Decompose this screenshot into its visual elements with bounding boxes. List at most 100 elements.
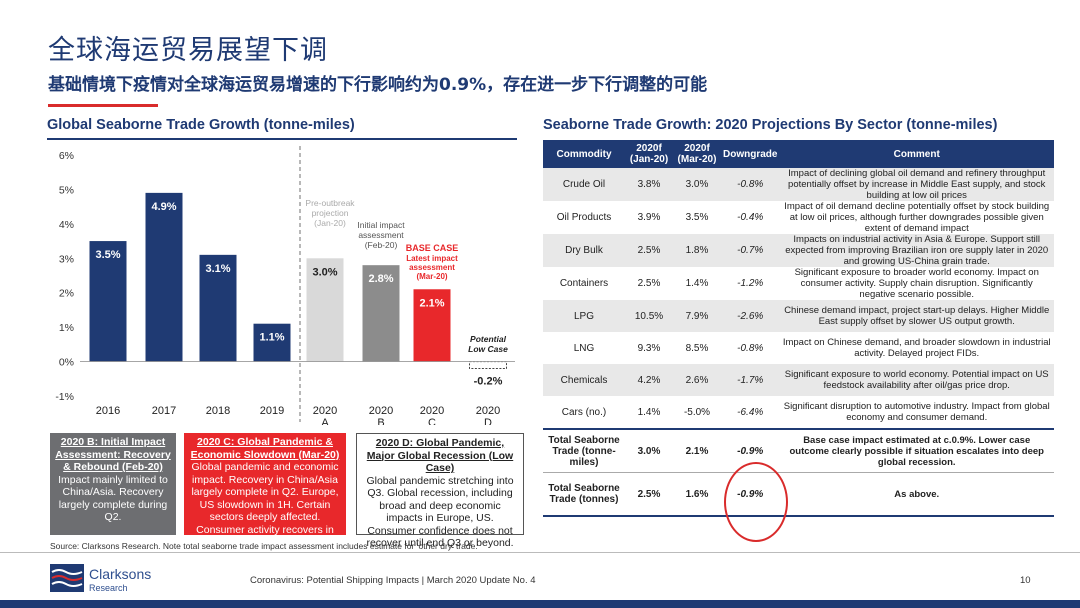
- note-body: Global pandemic and economic impact. Rec…: [191, 461, 339, 548]
- annotation-base-case: assessment: [409, 263, 455, 272]
- commodity-cell: Oil Products: [556, 212, 612, 223]
- note-heading: 2020 B: Initial Impact Assessment: Recov…: [55, 436, 171, 473]
- note-2020b: 2020 B: Initial Impact Assessment: Recov…: [50, 433, 176, 535]
- mar-cell: 1.4%: [685, 278, 709, 289]
- x-tick-label: 2017: [152, 405, 176, 417]
- annotation-pre-outbreak: (Jan-20): [314, 218, 346, 228]
- mar-cell: 1.6%: [673, 472, 721, 517]
- mar-cell: 3.5%: [685, 212, 709, 223]
- x-tick-label: 2018: [206, 405, 230, 417]
- jan-cell: 1.4%: [637, 406, 661, 418]
- comment-cell: Chinese demand impact, project start-up …: [779, 300, 1054, 332]
- mar-cell: 3.0%: [673, 168, 721, 201]
- table-body: Crude Oil 3.8% 3.0% -0.8% Impact of declinin…: [543, 168, 1054, 517]
- data-label: -0.2%: [474, 375, 503, 387]
- source-note: Source: Clarksons Research. Note total s…: [50, 541, 478, 551]
- y-tick-label: 3%: [59, 253, 74, 265]
- mar-cell: 2.1%: [673, 428, 721, 473]
- bar: [469, 361, 507, 369]
- commodity-cell: Chemicals: [543, 364, 625, 396]
- page-number: 10: [1020, 575, 1031, 586]
- data-label: 3.5%: [95, 249, 120, 261]
- table-header-row: Commodity 2020f (Jan-20) 2020f (Mar-20) …: [543, 140, 1054, 168]
- clarksons-logo-icon: [50, 564, 84, 592]
- annotation-initial: Initial impact: [357, 220, 405, 230]
- col-downgrade: Downgrade: [721, 140, 780, 168]
- commodity-cell: LPG: [543, 300, 625, 332]
- jan-cell: 3.9%: [637, 212, 661, 223]
- total-row: Total Seaborne Trade (tonnes) 2.5% 1.6% -0.…: [543, 472, 1054, 517]
- annotation-low-case: Potential: [470, 334, 507, 344]
- highlight-circle: [724, 462, 788, 542]
- page-subtitle: 基础情境下疫情对全球海运贸易增速的下行影响约为0.9%，存在进一步下行调整的可能: [48, 75, 708, 95]
- x-tick-label: 2020: [476, 405, 500, 417]
- comment-cell: Significant exposure to broader world ec…: [794, 267, 1039, 300]
- data-label: 3.1%: [205, 263, 230, 275]
- table-row: Cars (no.) 1.4% -5.0% -6.4% Significant disr…: [543, 396, 1054, 429]
- comment-cell: Impact of declining global oil demand an…: [779, 168, 1054, 201]
- comment-cell: Impact on Chinese demand, and broader sl…: [782, 337, 1051, 359]
- jan-cell: 3.0%: [625, 428, 673, 473]
- y-tick-label: 6%: [59, 150, 74, 162]
- jan-cell: 3.8%: [625, 168, 673, 201]
- table-row: Oil Products 3.9% 3.5% -0.4% Impact of oil d…: [543, 201, 1054, 234]
- downgrade-cell: -6.4%: [737, 406, 764, 418]
- annotation-initial: (Feb-20): [365, 240, 398, 250]
- commodity-cell: LNG: [573, 342, 595, 354]
- x-tick-label: 2020: [313, 405, 337, 417]
- mar-cell: 8.5%: [685, 342, 709, 354]
- x-tick-label: C: [428, 417, 436, 425]
- note-body: Global pandemic stretching into Q3. Glob…: [366, 474, 514, 550]
- footer-text: Coronavirus: Potential Shipping Impacts …: [250, 575, 536, 586]
- commodity-cell: Crude Oil: [543, 168, 625, 201]
- bar: [145, 192, 183, 362]
- comment-cell: Impacts on industrial activity in Asia &…: [779, 234, 1054, 267]
- x-tick-label: B: [377, 417, 384, 425]
- jan-cell: 2.5%: [625, 234, 673, 267]
- note-2020c: 2020 C: Global Pandemic & Economic Slowd…: [184, 433, 346, 548]
- annotation-low-case: Low Case: [468, 344, 508, 354]
- mar-cell: 7.9%: [673, 300, 721, 332]
- commodity-cell: Total Seaborne Trade (tonnes): [543, 472, 625, 517]
- commodity-cell: Dry Bulk: [543, 234, 625, 267]
- table-row: Chemicals 4.2% 2.6% -1.7% Significant exposu…: [543, 364, 1054, 396]
- annotation-pre-outbreak: projection: [312, 208, 349, 218]
- jan-cell: 2.5%: [637, 278, 661, 289]
- y-tick-label: 4%: [59, 219, 74, 231]
- sector-projection-table: Commodity 2020f (Jan-20) 2020f (Mar-20) …: [543, 140, 1054, 517]
- note-heading: 2020 D: Global Pandemic, Major Global Re…: [366, 437, 514, 474]
- bar: [199, 254, 237, 362]
- brand-name: Clarksons: [89, 566, 152, 582]
- table-row: Containers 2.5% 1.4% -1.2% Significant expos…: [543, 267, 1054, 300]
- x-tick-label: D: [484, 417, 492, 425]
- downgrade-cell: -0.4%: [737, 212, 764, 223]
- brand-sub: Research: [89, 583, 128, 593]
- table-row: Dry Bulk 2.5% 1.8% -0.7% Impacts on industri…: [543, 234, 1054, 267]
- x-tick-label: 2020: [369, 405, 393, 417]
- x-tick-label: 2019: [260, 405, 284, 417]
- jan-cell: 4.2%: [625, 364, 673, 396]
- commodity-cell: Cars (no.): [561, 406, 607, 418]
- page-title: 全球海运贸易展望下调: [48, 35, 328, 66]
- commodity-cell: Total Seaborne Trade (tonne-miles): [543, 428, 625, 473]
- annotation-pre-outbreak: Pre-outbreak: [305, 198, 355, 208]
- col-jan: 2020f (Jan-20): [625, 140, 673, 168]
- annotation-base-case: BASE CASE: [406, 243, 459, 253]
- y-tick-label: 2%: [59, 288, 74, 300]
- data-label: 1.1%: [259, 332, 284, 344]
- chart-title-rule: [47, 138, 517, 140]
- total-row: Total Seaborne Trade (tonne-miles) 3.0% 2.…: [543, 428, 1054, 473]
- jan-cell: 2.5%: [625, 472, 673, 517]
- mar-cell: 2.6%: [673, 364, 721, 396]
- bar: [413, 289, 451, 362]
- comment-cell: Base case impact estimated at c.0.9%. Lo…: [779, 428, 1054, 473]
- bar: [362, 265, 400, 362]
- y-tick-label: 0%: [59, 357, 74, 369]
- y-tick-label: 1%: [59, 322, 74, 334]
- data-label: 2.1%: [419, 297, 444, 309]
- data-label: 2.8%: [368, 273, 393, 285]
- commodity-cell: Containers: [559, 278, 609, 289]
- comment-cell: As above.: [779, 472, 1054, 517]
- table-row: LPG 10.5% 7.9% -2.6% Chinese demand impact, …: [543, 300, 1054, 332]
- mar-cell: -5.0%: [683, 406, 711, 418]
